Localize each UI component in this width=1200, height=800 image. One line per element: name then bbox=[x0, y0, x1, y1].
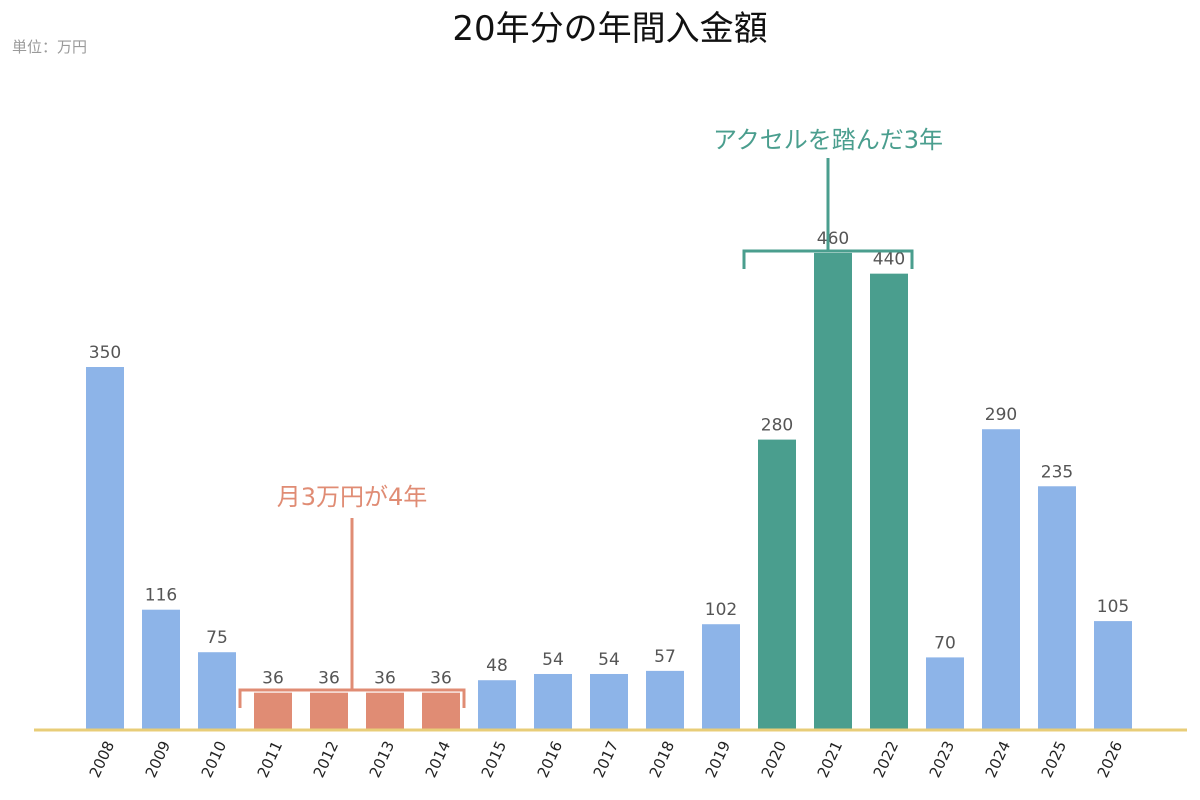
bar-2023 bbox=[926, 657, 964, 730]
x-tick-2020: 2020 bbox=[758, 738, 790, 780]
value-label-2011: 36 bbox=[262, 669, 284, 689]
unit-label: 単位：万円 bbox=[12, 38, 87, 56]
value-label-2009: 116 bbox=[145, 586, 177, 606]
value-label-2022: 440 bbox=[873, 250, 905, 270]
value-label-2025: 235 bbox=[1041, 462, 1073, 482]
x-tick-2016: 2016 bbox=[534, 738, 566, 780]
x-tick-2009: 2009 bbox=[142, 738, 174, 780]
bar-2016 bbox=[534, 673, 572, 730]
x-tick-2011: 2011 bbox=[254, 738, 286, 780]
x-tick-2017: 2017 bbox=[590, 738, 622, 780]
annotation-label-2: アクセルを踏んだ3年 bbox=[713, 126, 943, 154]
bar-2010 bbox=[198, 652, 236, 730]
x-tick-2015: 2015 bbox=[478, 738, 510, 780]
value-label-2023: 70 bbox=[934, 633, 956, 653]
x-tick-2019: 2019 bbox=[702, 738, 734, 780]
value-label-2010: 75 bbox=[206, 628, 228, 648]
x-tick-2013: 2013 bbox=[366, 738, 398, 780]
bar-2026 bbox=[1094, 621, 1132, 730]
bars bbox=[86, 252, 1132, 730]
x-tick-2014: 2014 bbox=[422, 738, 454, 780]
bar-2024 bbox=[982, 429, 1020, 730]
value-label-2019: 102 bbox=[705, 600, 737, 620]
value-label-2013: 36 bbox=[374, 669, 396, 689]
bar-2013 bbox=[366, 692, 404, 730]
bar-2020 bbox=[758, 439, 796, 730]
annotations: 月3万円が4年 アクセルを踏んだ3年 bbox=[238, 126, 943, 708]
bar-2018 bbox=[646, 670, 684, 730]
x-tick-2012: 2012 bbox=[310, 738, 342, 780]
bar-2015 bbox=[478, 680, 516, 730]
x-tick-2021: 2021 bbox=[814, 738, 846, 780]
x-tick-2008: 2008 bbox=[86, 738, 118, 780]
value-label-2017: 54 bbox=[598, 650, 620, 670]
bar-2025 bbox=[1038, 486, 1076, 730]
bar-2017 bbox=[590, 673, 628, 730]
chart-title: 20年分の年間入金額 bbox=[452, 9, 767, 49]
x-tick-2018: 2018 bbox=[646, 738, 678, 780]
bar-2012 bbox=[310, 692, 348, 730]
annotation-2: アクセルを踏んだ3年 bbox=[713, 126, 943, 269]
x-tick-2026: 2026 bbox=[1094, 738, 1126, 780]
value-label-2018: 57 bbox=[654, 647, 676, 667]
bar-2009 bbox=[142, 609, 180, 730]
annotation-label-1: 月3万円が4年 bbox=[277, 483, 428, 511]
bar-2021 bbox=[814, 252, 852, 730]
x-tick-2025: 2025 bbox=[1038, 738, 1070, 780]
x-tick-2023: 2023 bbox=[926, 738, 958, 780]
value-label-2014: 36 bbox=[430, 669, 452, 689]
value-labels: 350 116 75 36 36 36 36 48 54 54 57 102 280 460 440 70 29… bbox=[89, 229, 1129, 689]
x-tick-2010: 2010 bbox=[198, 738, 230, 780]
bar-2008 bbox=[86, 367, 124, 730]
value-label-2012: 36 bbox=[318, 669, 340, 689]
annotation-1: 月3万円が4年 bbox=[238, 483, 466, 708]
bar-2022 bbox=[870, 273, 908, 730]
value-label-2024: 290 bbox=[985, 405, 1017, 425]
value-label-2016: 54 bbox=[542, 650, 564, 670]
value-label-2015: 48 bbox=[486, 656, 508, 676]
value-label-2008: 350 bbox=[89, 343, 121, 363]
bar-2019 bbox=[702, 624, 740, 730]
value-label-2026: 105 bbox=[1097, 597, 1129, 617]
value-label-2021: 460 bbox=[817, 229, 849, 249]
bar-2011 bbox=[254, 692, 292, 730]
bar-2014 bbox=[422, 692, 460, 730]
x-tick-2022: 2022 bbox=[870, 738, 902, 780]
x-tick-2024: 2024 bbox=[982, 738, 1014, 780]
value-label-2020: 280 bbox=[761, 416, 793, 436]
x-tick-labels: 2008 2009 2010 2011 2012 2013 2014 2015 2016 2017… bbox=[86, 738, 1126, 780]
